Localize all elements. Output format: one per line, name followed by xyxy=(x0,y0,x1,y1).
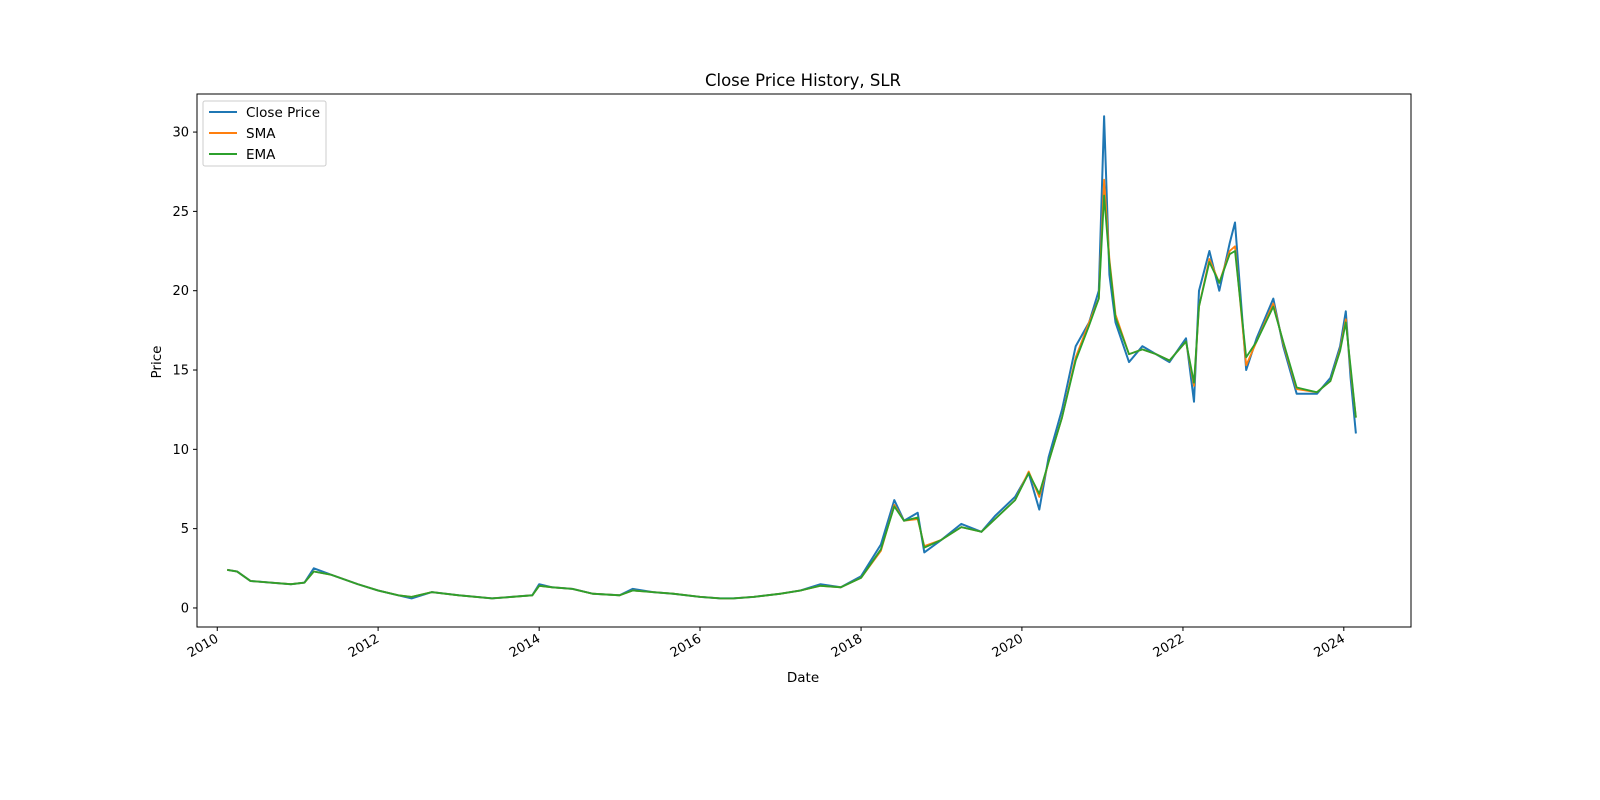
x-tick-label: 2024 xyxy=(1312,631,1348,661)
legend-label-ema: EMA xyxy=(246,147,276,163)
y-tick-label: 10 xyxy=(172,443,189,458)
x-tick-label: 2020 xyxy=(990,631,1026,661)
legend-label-sma: SMA xyxy=(246,126,276,142)
chart-title: Close Price History, SLR xyxy=(705,71,901,90)
plot-frame xyxy=(196,93,1412,628)
y-tick-label: 30 xyxy=(172,126,189,141)
y-tick-label: 0 xyxy=(181,601,189,616)
series-group xyxy=(227,115,1357,600)
x-axis: 2010 2012 2014 2016 2018 2020 2022 2024 xyxy=(185,627,1348,661)
y-tick-label: 5 xyxy=(181,522,189,537)
x-tick-label: 2010 xyxy=(185,631,221,661)
y-tick-label: 20 xyxy=(172,284,189,299)
y-axis: 0 5 10 15 20 25 30 xyxy=(172,126,197,616)
y-axis-label: Price xyxy=(149,346,165,379)
x-tick-label: 2016 xyxy=(668,631,704,661)
y-tick-label: 25 xyxy=(172,205,189,220)
x-axis-label: Date xyxy=(787,670,819,686)
x-tick-label: 2018 xyxy=(829,631,865,661)
y-tick-label: 15 xyxy=(172,364,189,379)
x-tick-label: 2022 xyxy=(1151,631,1187,661)
series-line-close-price xyxy=(227,115,1357,600)
legend-label-close-price: Close Price xyxy=(246,105,320,121)
x-tick-label: 2012 xyxy=(346,631,382,661)
legend: Close Price SMA EMA xyxy=(202,100,327,167)
legend-box xyxy=(202,100,327,167)
x-tick-label: 2014 xyxy=(507,631,543,661)
series-line-sma xyxy=(227,178,1357,600)
series-line-ema xyxy=(227,194,1357,600)
